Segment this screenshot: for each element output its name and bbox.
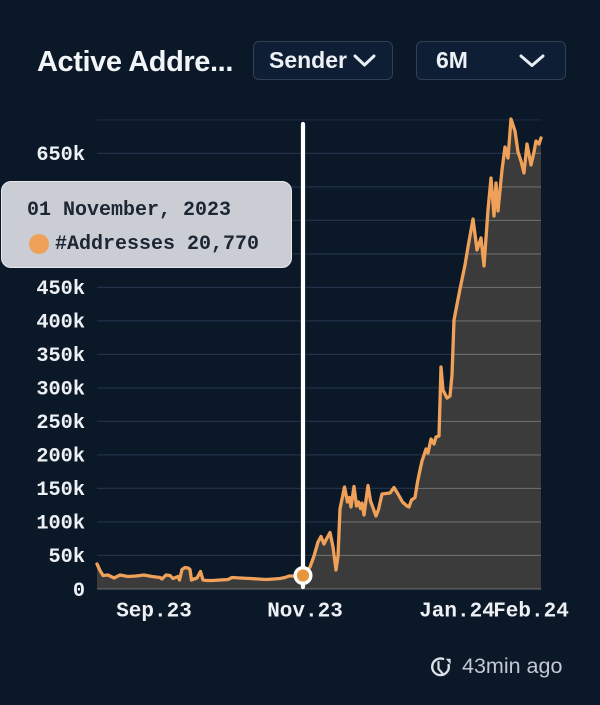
svg-text:50k: 50k: [48, 546, 85, 569]
svg-text:350k: 350k: [36, 345, 85, 368]
svg-text:650k: 650k: [36, 144, 85, 167]
svg-text:250k: 250k: [36, 412, 85, 435]
svg-text:Jan.24: Jan.24: [419, 601, 495, 624]
svg-text:Feb.24: Feb.24: [493, 601, 569, 624]
svg-text:400k: 400k: [36, 312, 85, 335]
svg-text:Sep.23: Sep.23: [116, 601, 192, 624]
svg-text:150k: 150k: [36, 479, 85, 502]
svg-text:200k: 200k: [36, 446, 85, 469]
svg-text:100k: 100k: [36, 513, 85, 536]
svg-text:0: 0: [73, 580, 85, 603]
svg-text:450k: 450k: [36, 278, 85, 301]
svg-text:Nov.23: Nov.23: [267, 601, 343, 624]
svg-text:300k: 300k: [36, 379, 85, 402]
